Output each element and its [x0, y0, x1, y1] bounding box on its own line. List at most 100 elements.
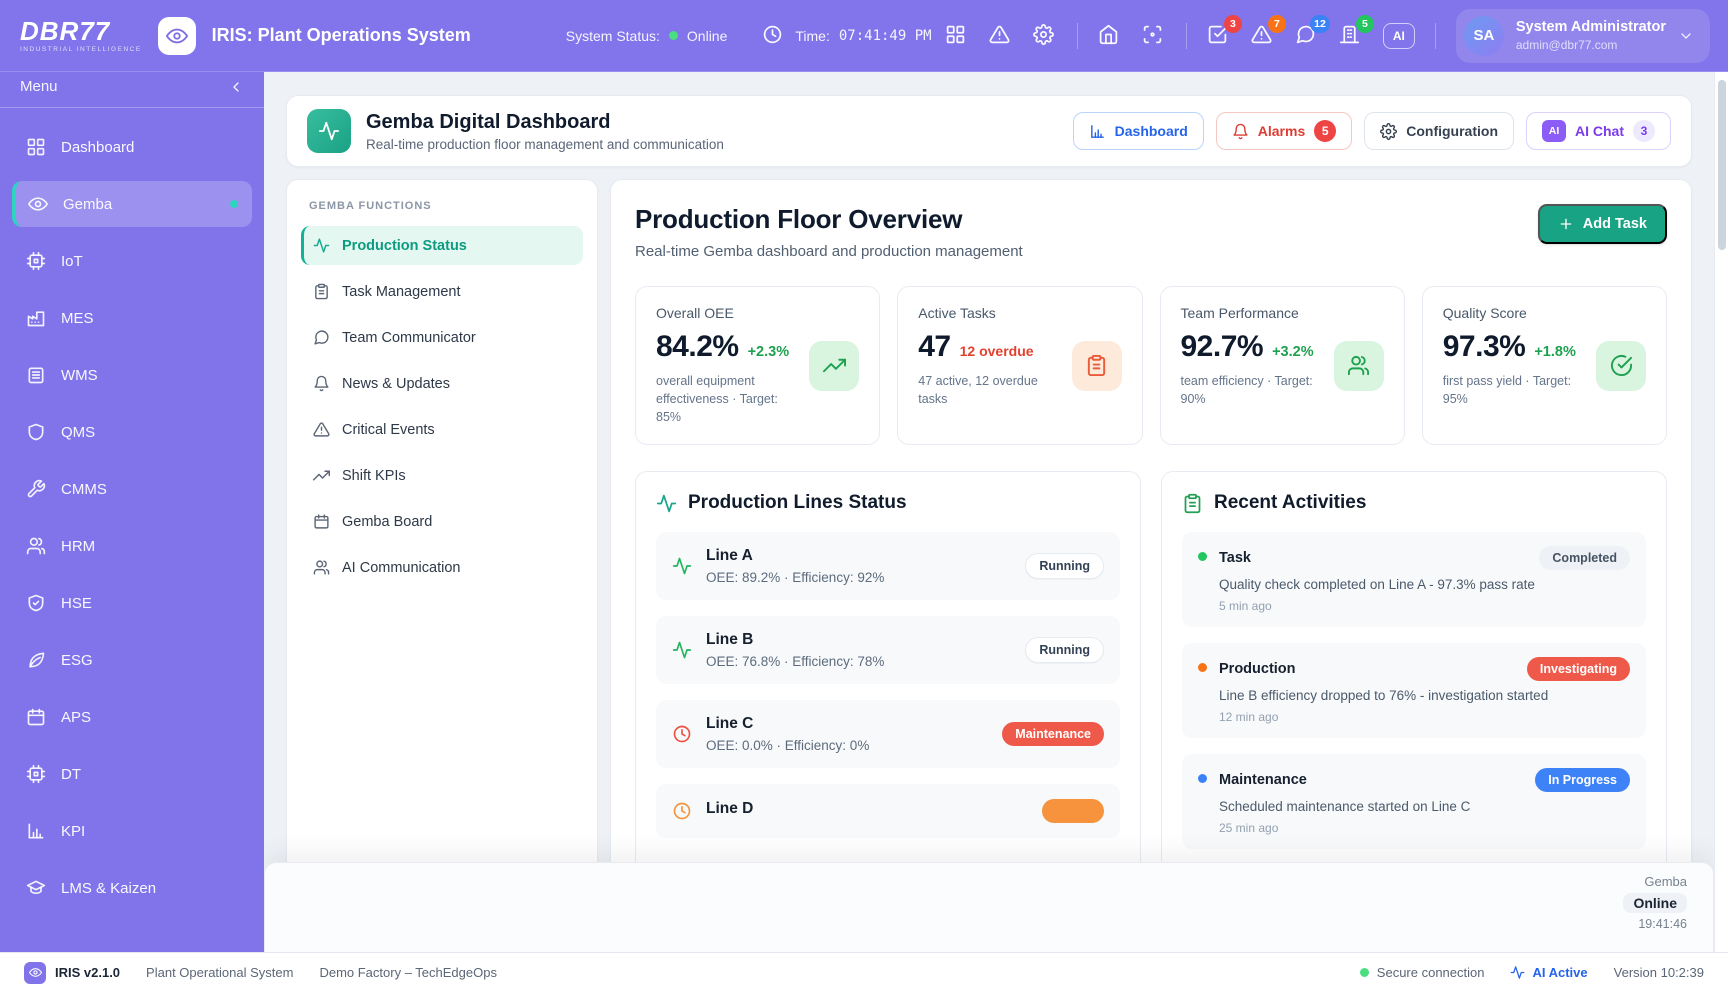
ai-chat-button[interactable]: AI AI Chat 3: [1526, 112, 1671, 150]
sidebar-item-hrm[interactable]: HRM: [12, 523, 252, 569]
activity-row-maintenance[interactable]: Maintenance In Progress Scheduled mainten…: [1182, 754, 1646, 850]
status-badge: Completed: [1539, 546, 1630, 571]
sidebar-item-lms-kaizen[interactable]: LMS & Kaizen: [12, 865, 252, 911]
avatar: SA: [1463, 15, 1504, 56]
tasks-icon[interactable]: 3: [1207, 14, 1242, 48]
alert-triangle-icon: [313, 421, 330, 438]
status-dot: [1198, 552, 1207, 562]
configuration-button[interactable]: Configuration: [1364, 112, 1514, 150]
shield-icon: [26, 422, 46, 442]
sidebar-item-wms[interactable]: WMS: [12, 352, 252, 398]
team-value: 92.7%: [1180, 330, 1264, 363]
bell-icon: [313, 375, 330, 392]
users-icon: [26, 536, 46, 556]
alerts-icon[interactable]: [989, 24, 1013, 48]
check-circle-icon: [1596, 340, 1646, 391]
collapse-sidebar-icon[interactable]: [228, 79, 244, 95]
sidebar-menu-header[interactable]: Menu: [0, 72, 264, 108]
sidebar-item-gemba[interactable]: Gemba: [12, 181, 252, 227]
clock-icon: [762, 24, 786, 48]
plus-icon: [1558, 216, 1574, 232]
dashboard-button[interactable]: Dashboard: [1072, 112, 1204, 150]
time-label: Time:: [795, 27, 830, 44]
logo-text: DBR77: [20, 15, 111, 46]
clipboard-icon: [313, 283, 330, 300]
functions-heading: GEMBA FUNCTIONS: [309, 200, 432, 212]
bell-icon: [1232, 123, 1249, 140]
sidebar-item-iot[interactable]: IoT: [12, 238, 252, 284]
gemba-activity-icon: [307, 109, 351, 153]
divider: [1076, 22, 1078, 49]
clock-icon: [672, 724, 692, 744]
ai-assistant-button[interactable]: AI: [1382, 22, 1415, 49]
sidebar-item-hse[interactable]: HSE: [12, 580, 252, 626]
overview-title: Production Floor Overview: [635, 204, 963, 234]
team-delta: +3.2%: [1272, 344, 1314, 360]
divider: [1185, 22, 1187, 49]
apps-grid-icon[interactable]: [945, 24, 969, 48]
activity-row-production[interactable]: Production Investigating Line B efficienc…: [1182, 643, 1646, 739]
warnings-icon[interactable]: 7: [1251, 14, 1286, 48]
logo-tagline: INDUSTRIAL INTELLIGENCE: [20, 45, 142, 53]
trending-up-icon: [313, 467, 330, 484]
shield-check-icon: [26, 593, 46, 613]
divider: [1434, 22, 1436, 49]
user-menu[interactable]: SA System Administrator admin@dbr77.com: [1455, 8, 1710, 63]
factory-icon: [26, 308, 46, 328]
window-scrollbar[interactable]: [1714, 72, 1728, 952]
function-ai-communication[interactable]: AI Communication: [301, 548, 583, 587]
sidebar-item-dt[interactable]: DT: [12, 751, 252, 797]
sidebar-item-dashboard[interactable]: Dashboard: [12, 124, 252, 170]
function-gemba-board[interactable]: Gemba Board: [301, 502, 583, 541]
warnings-count-badge: 7: [1267, 14, 1286, 33]
dashboard-grid-icon: [26, 137, 46, 157]
footer-version-build: Version 10:2:39: [1613, 965, 1704, 980]
gemba-status-bar: Gemba Online 19:41:46: [264, 862, 1714, 952]
brand-area: DBR77 INDUSTRIAL INTELLIGENCE IRIS: Plan…: [20, 15, 471, 55]
line-row-d[interactable]: Line D: [656, 784, 1120, 839]
gemba-functions-panel: GEMBA FUNCTIONS Production Status Task M…: [286, 179, 598, 952]
line-row-b[interactable]: Line B OEE: 76.8% · Efficiency: 78% Runni…: [656, 616, 1120, 685]
function-production-status[interactable]: Production Status: [301, 226, 583, 265]
line-row-c[interactable]: Line C OEE: 0.0% · Efficiency: 0% Mainten…: [656, 700, 1120, 769]
line-row-a[interactable]: Line A OEE: 89.2% · Efficiency: 92% Runni…: [656, 532, 1120, 601]
stat-card-active-tasks: Active Tasks 47 12 overdue 47 active, 12 …: [897, 286, 1143, 446]
alarms-button[interactable]: Alarms 5: [1215, 112, 1353, 150]
system-status-label: System Status:: [565, 27, 660, 44]
function-shift-kpis[interactable]: Shift KPIs: [301, 456, 583, 495]
footer-bar: IRIS v2.1.0 Plant Operational System Dem…: [0, 952, 1728, 992]
scrollbar-thumb[interactable]: [1718, 80, 1726, 250]
activity-row-task[interactable]: Task Completed Quality check completed on…: [1182, 532, 1646, 628]
sidebar-item-mes[interactable]: MES: [12, 295, 252, 341]
stat-card-team-performance: Team Performance 92.7% +3.2% team efficie…: [1159, 286, 1405, 446]
function-task-management[interactable]: Task Management: [301, 272, 583, 311]
function-team-communicator[interactable]: Team Communicator: [301, 318, 583, 357]
sidebar-item-esg[interactable]: ESG: [12, 637, 252, 683]
production-floor-overview-panel: Production Floor Overview Real-time Gemb…: [610, 179, 1692, 952]
cpu-icon: [26, 251, 46, 271]
sidebar-item-aps[interactable]: APS: [12, 694, 252, 740]
plant-count-badge: 5: [1355, 14, 1374, 33]
plant-icon[interactable]: 5: [1339, 14, 1374, 48]
status-badge: Investigating: [1526, 657, 1630, 682]
quality-delta: +1.8%: [1534, 344, 1576, 360]
scan-icon[interactable]: [1142, 24, 1166, 48]
status-time: 19:41:46: [1638, 917, 1687, 931]
settings-icon[interactable]: [1033, 24, 1057, 48]
home-icon[interactable]: [1098, 24, 1122, 48]
tasks-count-badge: 3: [1223, 14, 1242, 33]
add-task-button[interactable]: Add Task: [1537, 204, 1667, 244]
messages-icon[interactable]: 12: [1295, 14, 1330, 48]
iris-eye-icon: [157, 16, 196, 55]
activity-icon: [1510, 965, 1525, 980]
bar-chart-icon: [1089, 123, 1106, 140]
calendar-icon: [26, 707, 46, 727]
sidebar-item-kpi[interactable]: KPI: [12, 808, 252, 854]
status-badge: [1042, 799, 1104, 824]
sidebar-item-qms[interactable]: QMS: [12, 409, 252, 455]
activity-icon: [313, 237, 330, 254]
users-icon: [1333, 340, 1384, 391]
function-news-updates[interactable]: News & Updates: [301, 364, 583, 403]
sidebar-item-cmms[interactable]: CMMS: [12, 466, 252, 512]
function-critical-events[interactable]: Critical Events: [301, 410, 583, 449]
